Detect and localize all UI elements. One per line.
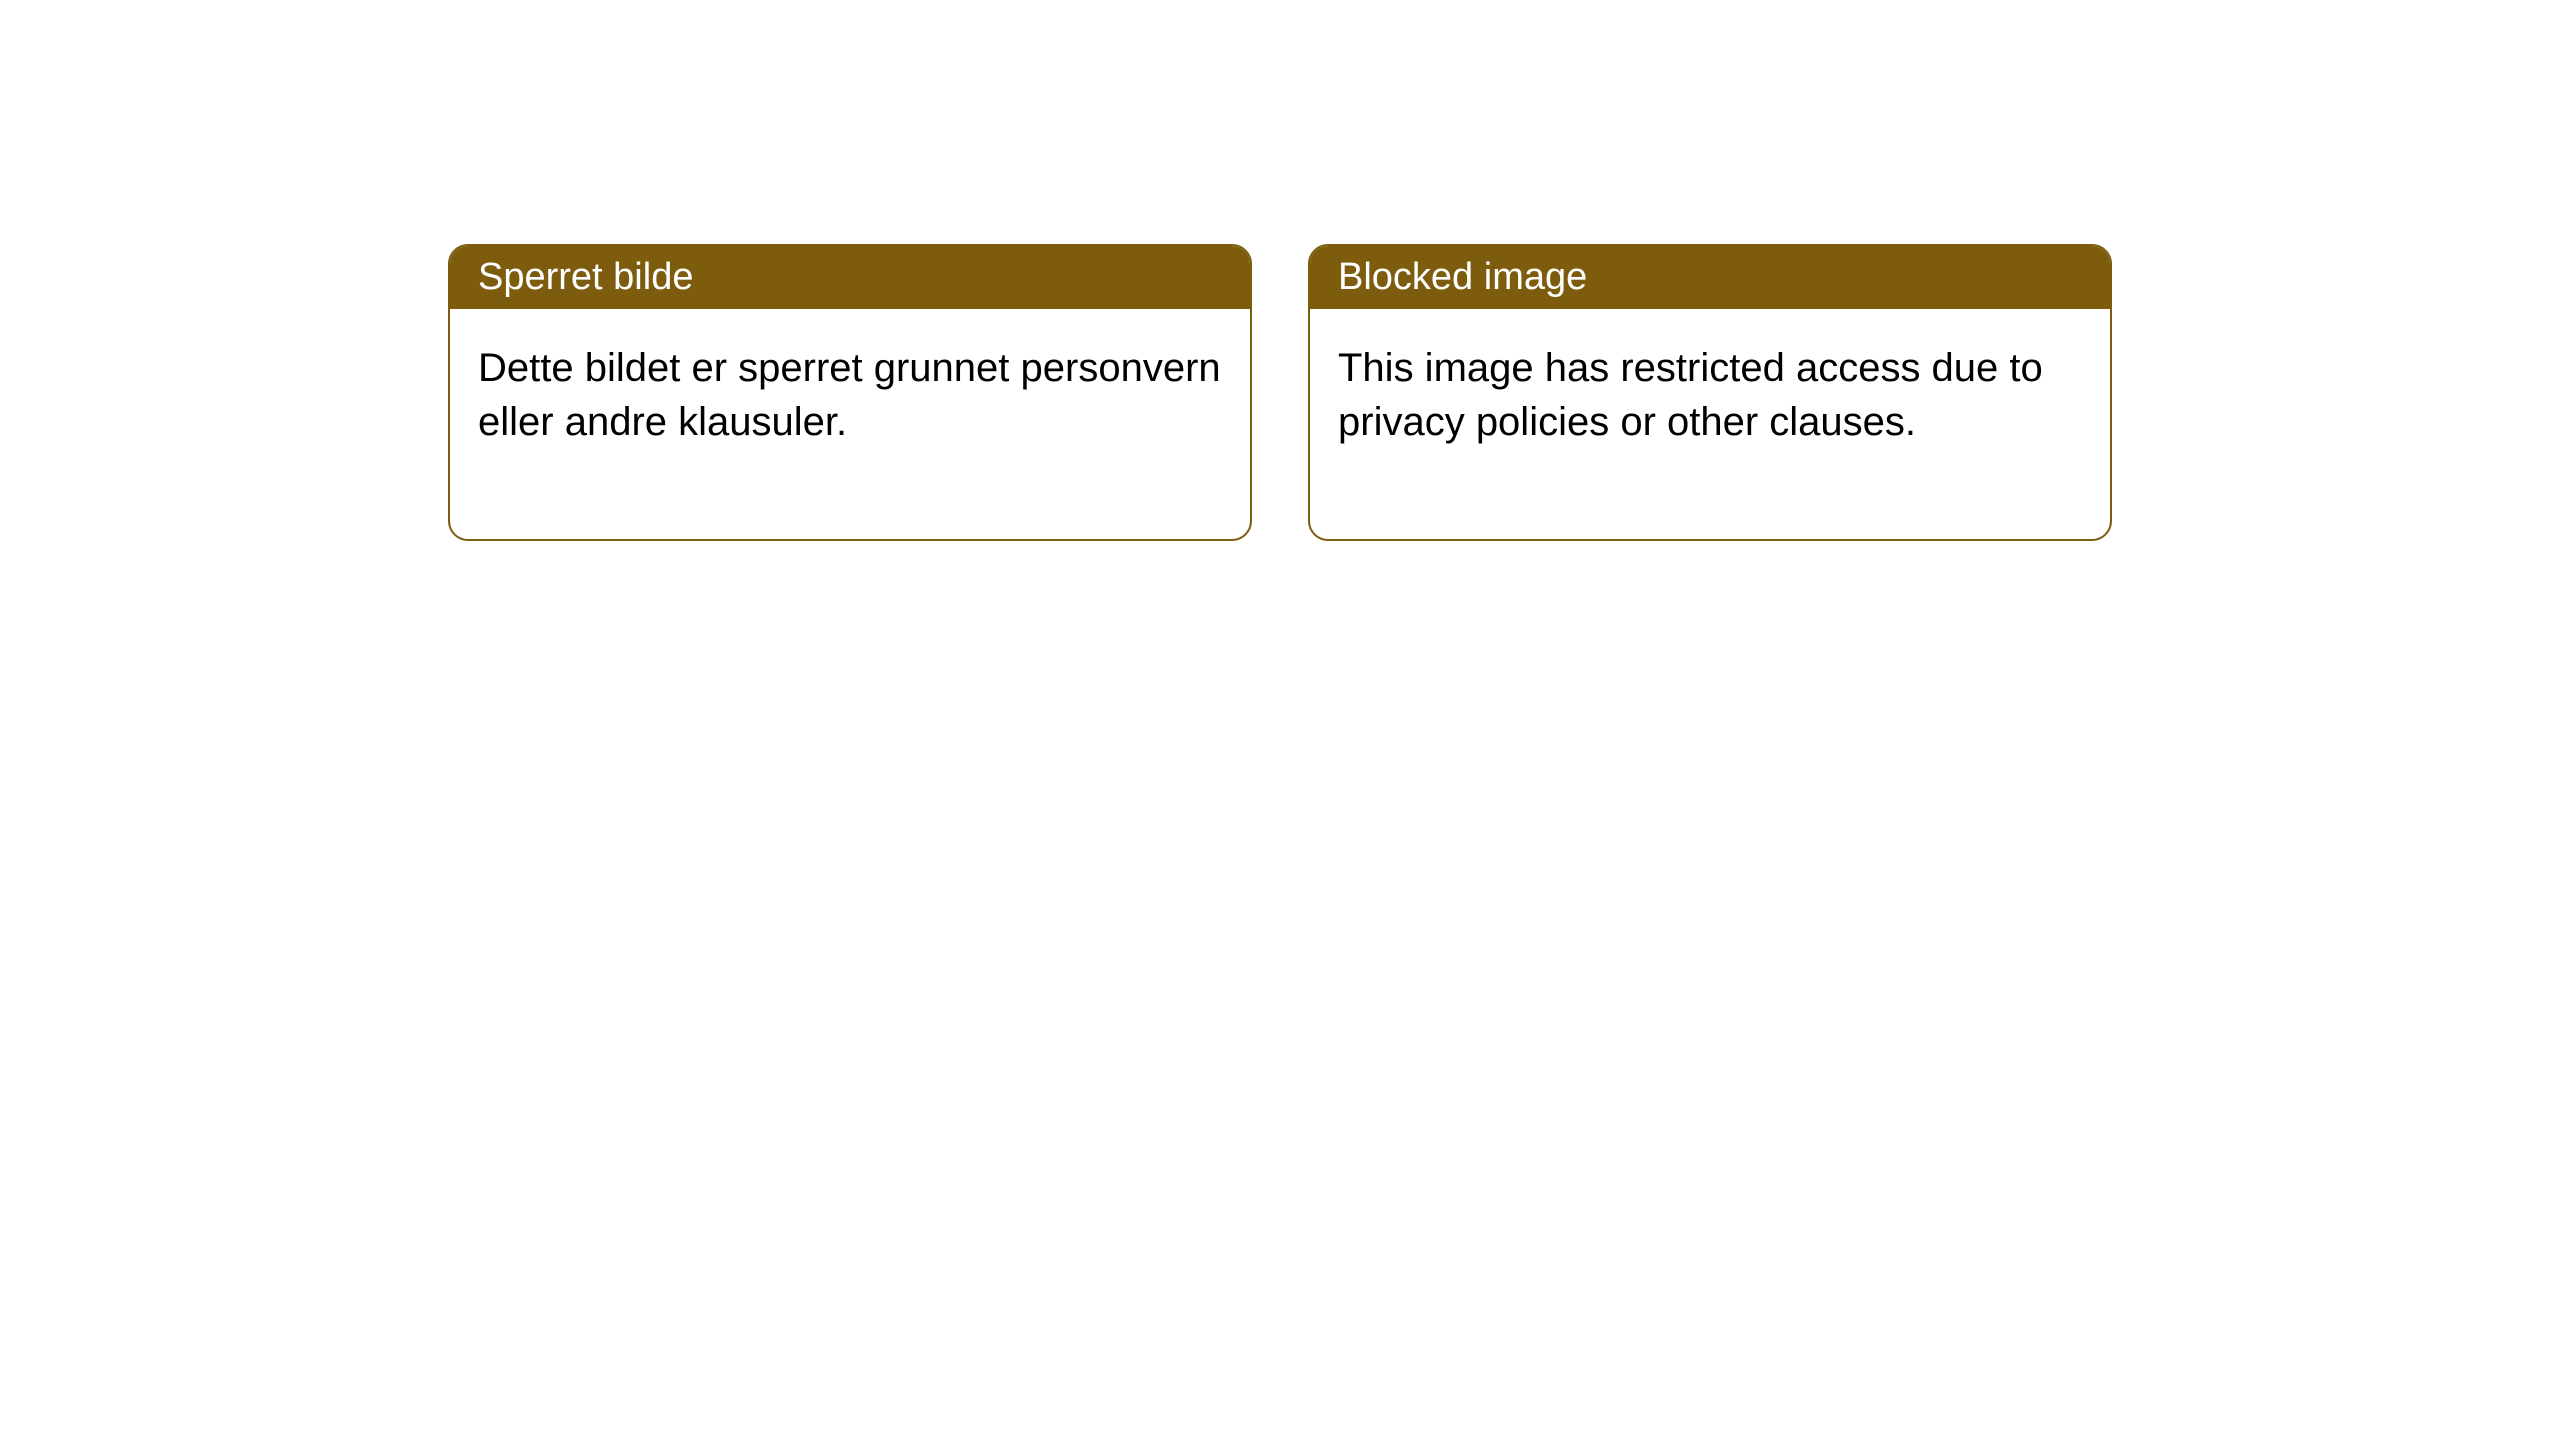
- notice-box-norwegian: Sperret bilde Dette bildet er sperret gr…: [448, 244, 1252, 541]
- notice-body: This image has restricted access due to …: [1310, 309, 2110, 539]
- notice-body-text: This image has restricted access due to …: [1338, 346, 2043, 444]
- notice-header: Blocked image: [1310, 246, 2110, 309]
- notice-title: Blocked image: [1338, 256, 1587, 298]
- notice-header: Sperret bilde: [450, 246, 1250, 309]
- notice-body: Dette bildet er sperret grunnet personve…: [450, 309, 1250, 539]
- notice-body-text: Dette bildet er sperret grunnet personve…: [478, 346, 1221, 444]
- blocked-image-notices: Sperret bilde Dette bildet er sperret gr…: [448, 244, 2112, 541]
- notice-title: Sperret bilde: [478, 256, 693, 298]
- notice-box-english: Blocked image This image has restricted …: [1308, 244, 2112, 541]
